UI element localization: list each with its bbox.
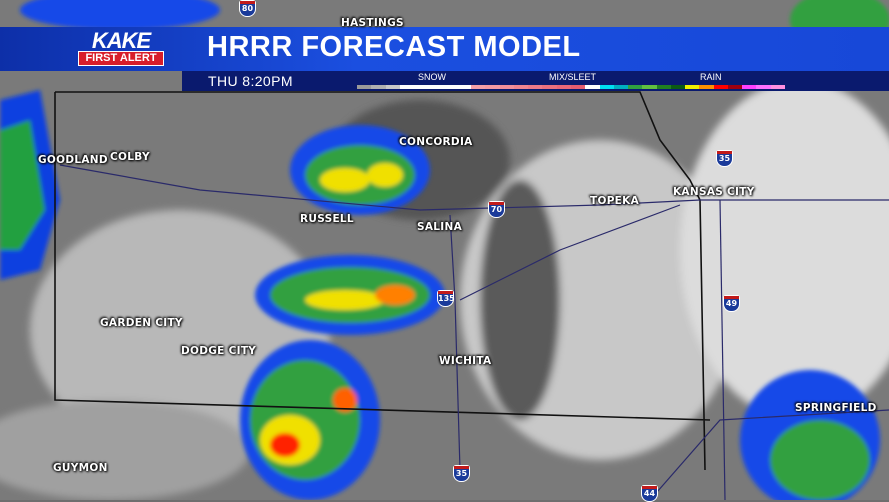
city-colby: COLBY <box>110 151 150 163</box>
precip-legend-bar <box>357 85 785 89</box>
interstate-135-shield: 135 <box>437 290 455 307</box>
interstate-35-south-shield: 35 <box>453 465 470 482</box>
legend-swatch <box>399 85 415 89</box>
legend-swatch <box>656 85 671 89</box>
legend-swatch <box>670 85 686 89</box>
legend-mix-label: MIX/SLEET <box>549 72 597 82</box>
interstate-35-shield: 35 <box>716 150 733 167</box>
legend-swatch <box>556 85 571 89</box>
legend-swatch <box>699 85 714 89</box>
legend-swatch <box>742 85 757 89</box>
interstate-80-shield: 80 <box>239 0 256 17</box>
legend-swatch <box>428 85 443 89</box>
legend-swatch <box>542 85 557 89</box>
city-salina: SALINA <box>417 221 462 233</box>
legend-swatch <box>642 85 657 89</box>
city-springfield: SPRINGFIELD <box>795 402 877 414</box>
legend-swatch <box>385 85 400 89</box>
legend-swatch <box>485 85 500 89</box>
legend-swatch <box>442 85 457 89</box>
legend-swatch <box>371 85 386 89</box>
legend-swatch <box>756 85 771 89</box>
city-dodge-city: DODGE CITY <box>181 345 257 357</box>
logo-kake: KAKE <box>91 28 151 53</box>
legend-swatch <box>471 85 486 89</box>
city-goodland: GOODLAND <box>38 154 108 166</box>
kake-first-alert-logo: KAKE FIRST ALERT <box>78 28 164 67</box>
interstate-70-shield: 70 <box>488 201 505 218</box>
legend-swatch <box>685 85 700 89</box>
city-garden-city: GARDEN CITY <box>100 317 183 329</box>
legend-swatch <box>713 85 728 89</box>
city-hastings: HASTINGS <box>341 17 404 29</box>
interstates <box>59 164 889 500</box>
logo-first-alert: FIRST ALERT <box>78 51 164 66</box>
legend-swatch <box>727 85 743 89</box>
legend-swatch <box>599 85 614 89</box>
legend-rain-label: RAIN <box>700 72 722 82</box>
legend-snow-label: SNOW <box>418 72 446 82</box>
legend-swatch <box>414 85 429 89</box>
city-concordia: CONCORDIA <box>399 136 473 148</box>
state-borders <box>54 91 711 471</box>
city-topeka: TOPEKA <box>590 195 640 207</box>
legend-swatch <box>570 85 586 89</box>
legend-swatch <box>628 85 643 89</box>
city-guymon: GUYMON <box>53 462 108 474</box>
legend-swatch <box>456 85 472 89</box>
legend-swatch <box>613 85 629 89</box>
city-kansas-city: KANSAS CITY <box>673 186 755 198</box>
legend-swatch <box>770 85 785 89</box>
forecast-time: THU 8:20PM <box>208 73 293 89</box>
legend-swatch <box>357 85 372 89</box>
legend-swatch <box>499 85 514 89</box>
legend-swatch <box>528 85 543 89</box>
legend-swatch <box>585 85 600 89</box>
interstate-49-shield: 49 <box>723 295 740 312</box>
legend-swatch <box>513 85 529 89</box>
city-wichita: WICHITA <box>439 355 492 367</box>
interstate-44-shield: 44 <box>641 485 658 502</box>
page-title: HRRR FORECAST MODEL <box>207 31 581 63</box>
city-russell: RUSSELL <box>300 213 354 225</box>
